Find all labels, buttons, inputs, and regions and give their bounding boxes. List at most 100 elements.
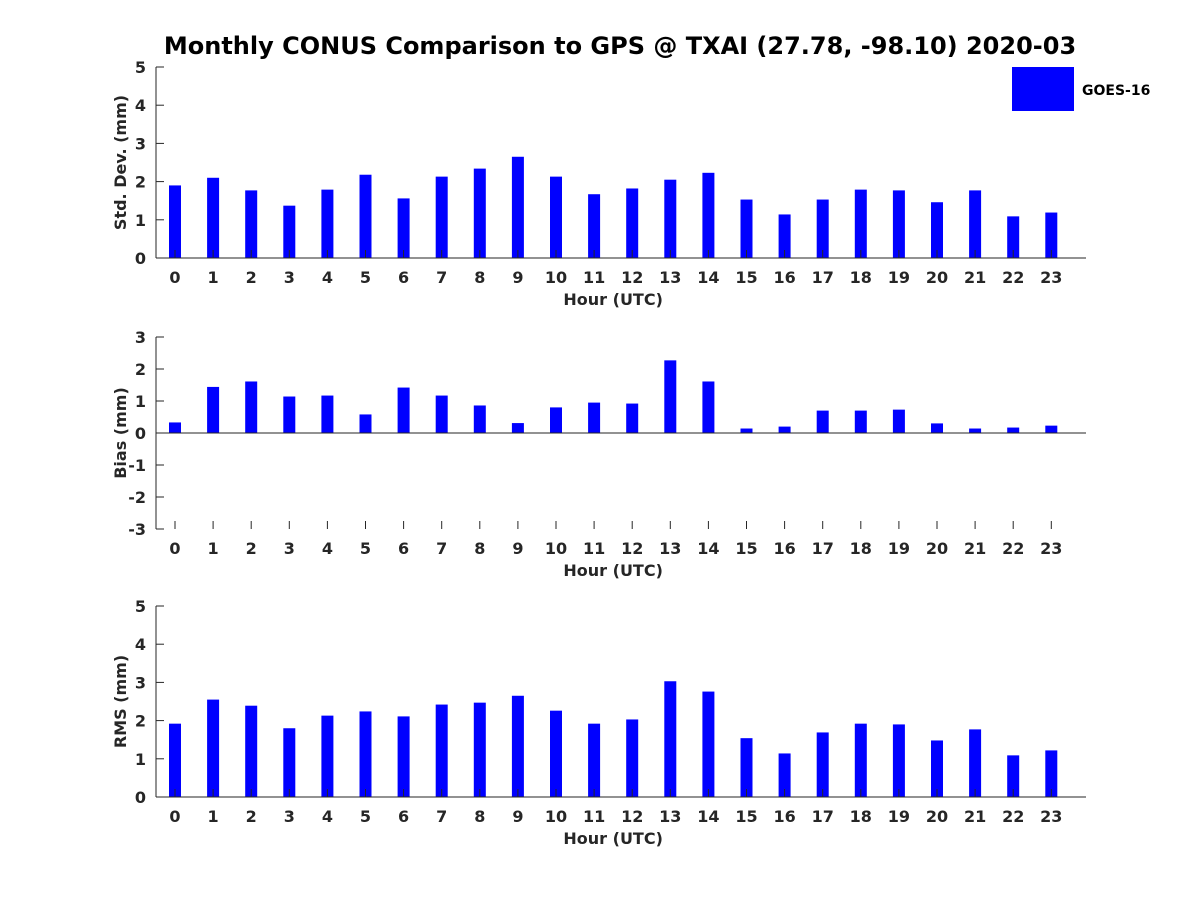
x-tick-label: 19 [888,807,910,826]
y-axis-label: RMS (mm) [111,655,130,748]
y-tick-label: 5 [135,58,146,77]
x-tick-label: 23 [1040,268,1062,287]
x-tick-label: 16 [773,539,795,558]
x-tick-label: 5 [360,268,371,287]
x-tick-label: 12 [621,268,643,287]
x-tick-label: 20 [926,268,948,287]
x-tick-label: 14 [697,807,719,826]
bar-hour-15 [740,199,753,258]
y-axis-label: Bias (mm) [111,387,130,479]
x-tick-label: 18 [850,539,872,558]
bar-hour-19 [892,409,905,433]
x-tick-label: 12 [621,539,643,558]
bar-hour-9 [511,695,524,797]
x-tick-label: 20 [926,807,948,826]
x-tick-label: 22 [1002,807,1024,826]
x-tick-label: 18 [850,807,872,826]
bar-hour-4 [321,395,334,433]
bar-hour-16 [778,426,791,433]
bar-hour-17 [816,732,829,797]
x-tick-label: 10 [545,807,567,826]
x-tick-label: 22 [1002,268,1024,287]
x-tick-label: 5 [360,807,371,826]
x-axis-label: Hour (UTC) [563,561,663,580]
x-tick-label: 0 [169,268,180,287]
x-tick-label: 21 [964,539,986,558]
x-tick-label: 12 [621,807,643,826]
y-tick-label: 3 [135,328,146,347]
bar-hour-14 [702,691,715,797]
x-tick-label: 20 [926,539,948,558]
bar-hour-8 [473,405,486,433]
x-tick-label: 19 [888,268,910,287]
bar-hour-4 [321,189,334,258]
x-tick-label: 19 [888,539,910,558]
x-tick-label: 23 [1040,539,1062,558]
bar-hour-12 [626,403,639,433]
bar-hour-20 [931,202,943,258]
bar-hour-1 [207,177,220,258]
bar-hour-3 [283,396,296,433]
bar-hour-10 [550,407,562,433]
bar-hour-23 [1045,425,1058,433]
bar-hour-7 [435,395,448,433]
bar-hour-21 [969,190,982,258]
y-tick-label: 3 [135,673,146,692]
bar-hour-11 [588,402,601,433]
bar-hour-17 [816,199,829,258]
y-tick-label: 4 [135,96,146,115]
bar-hour-6 [397,387,410,433]
y-tick-label: 2 [135,360,146,379]
x-tick-label: 10 [545,268,567,287]
bar-hour-15 [740,428,753,433]
x-tick-label: 2 [246,539,257,558]
bar-hour-18 [854,410,867,433]
x-tick-label: 11 [583,539,605,558]
x-tick-label: 14 [697,539,719,558]
bar-hour-9 [511,423,524,433]
x-tick-label: 10 [545,539,567,558]
bar-hour-19 [892,190,905,258]
x-tick-label: 3 [284,807,295,826]
figure-title: Monthly CONUS Comparison to GPS @ TXAI (… [164,32,1076,60]
x-axis-label: Hour (UTC) [563,829,663,848]
bar-hour-7 [435,176,448,258]
bar-hour-1 [207,699,220,797]
y-axis-label: Std. Dev. (mm) [111,95,130,230]
x-tick-label: 4 [322,539,333,558]
bar-hour-13 [664,179,677,258]
x-tick-label: 6 [398,268,409,287]
x-tick-label: 7 [436,807,447,826]
bar-hour-4 [321,715,334,797]
x-tick-label: 13 [659,539,681,558]
bar-hour-3 [283,728,296,797]
bar-hour-21 [969,729,982,797]
bar-hour-12 [626,188,639,258]
bar-hour-13 [664,360,677,433]
x-tick-label: 11 [583,807,605,826]
bar-hour-10 [550,176,562,258]
x-tick-label: 1 [208,539,219,558]
y-tick-label: 0 [135,788,146,807]
bar-hour-15 [740,738,753,797]
bar-hour-6 [397,716,410,797]
bar-hour-0 [169,185,181,258]
y-tick-label: -1 [128,456,146,475]
bar-hour-9 [511,156,524,258]
x-tick-label: 4 [322,807,333,826]
x-tick-label: 7 [436,539,447,558]
bar-hour-7 [435,704,448,797]
x-tick-label: 13 [659,268,681,287]
bar-hour-2 [245,190,258,258]
bar-hour-22 [1007,755,1020,797]
x-tick-label: 4 [322,268,333,287]
bar-hour-5 [359,711,372,797]
bar-hour-16 [778,214,791,258]
x-tick-label: 3 [284,539,295,558]
x-tick-label: 1 [208,807,219,826]
